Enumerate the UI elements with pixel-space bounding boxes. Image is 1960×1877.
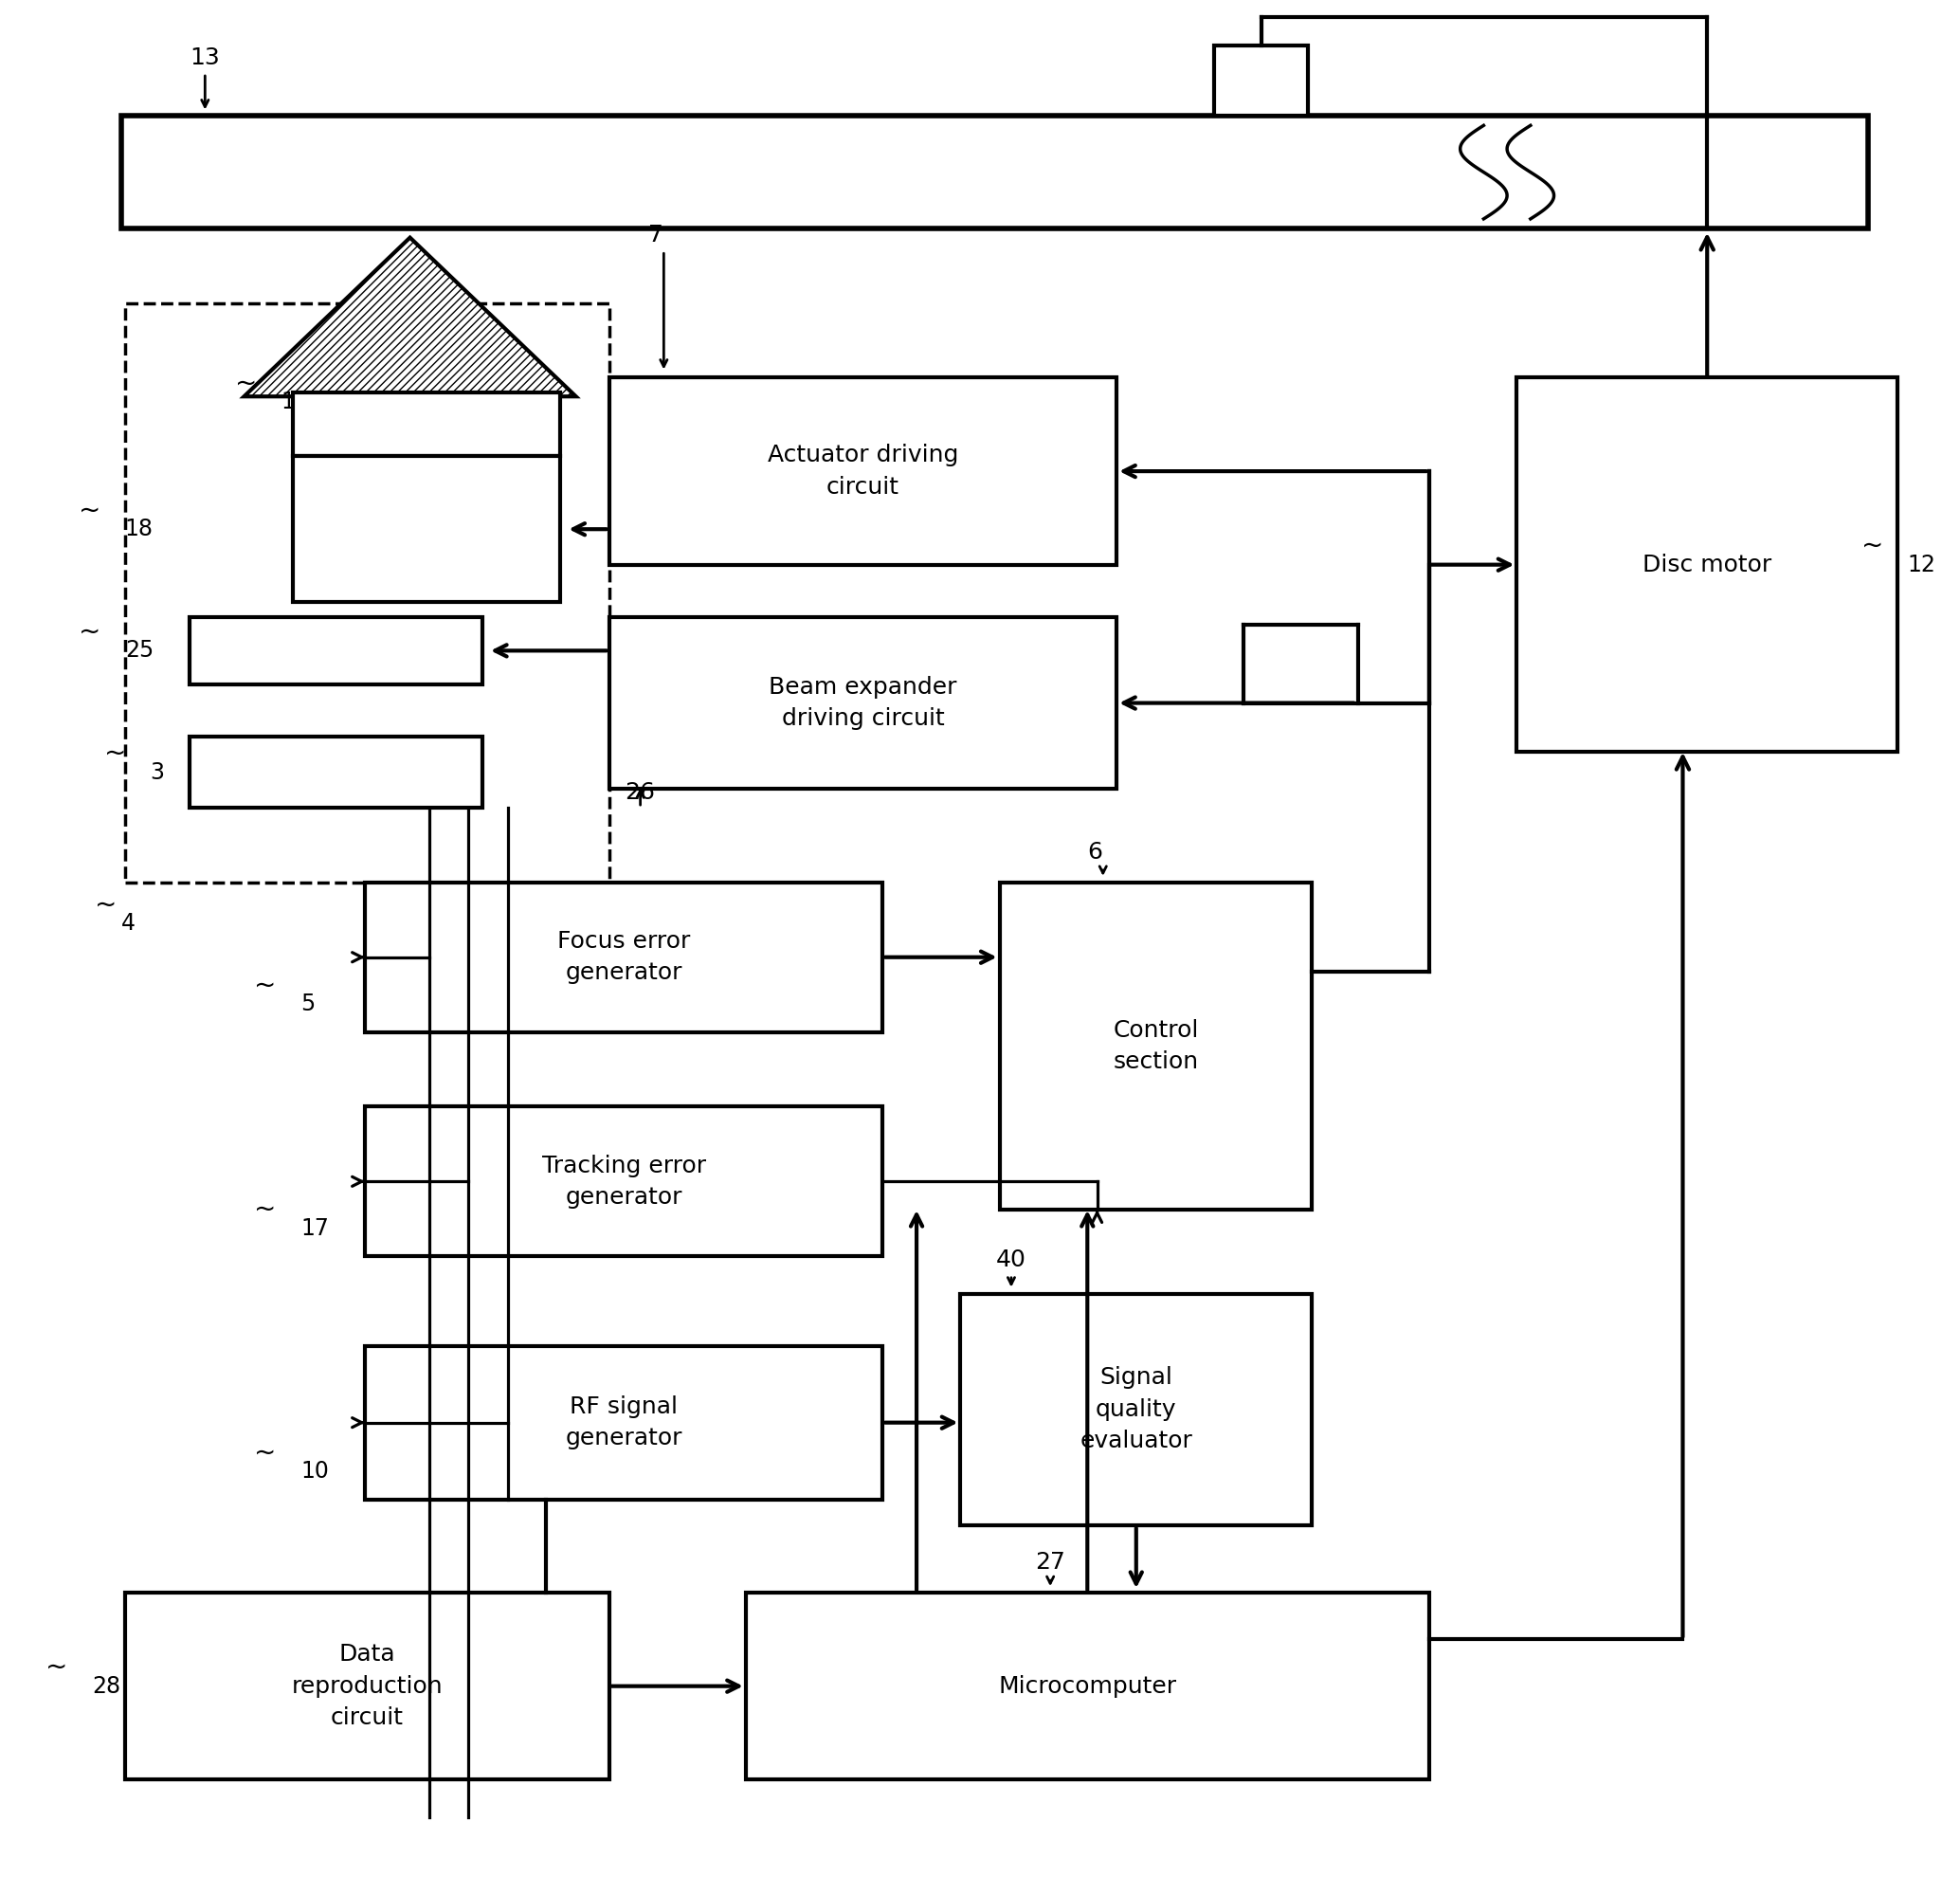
Bar (365, 882, 882, 1032)
Text: ~: ~ (45, 1654, 69, 1680)
Text: 10: 10 (300, 1460, 329, 1483)
Text: 3: 3 (151, 760, 165, 783)
Bar (745, 1594, 1429, 1779)
Bar (1215, 45, 1307, 116)
Bar (610, 377, 1117, 565)
Text: Control
section: Control section (1113, 1019, 1198, 1074)
Bar (125, 1594, 610, 1779)
Text: Signal
quality
evaluator: Signal quality evaluator (1080, 1366, 1192, 1453)
Bar (610, 618, 1117, 788)
Bar (292, 456, 561, 603)
Text: 6: 6 (1088, 841, 1103, 863)
Bar (365, 1107, 882, 1256)
Text: 1: 1 (280, 390, 296, 413)
Text: Tracking error
generator: Tracking error generator (541, 1154, 706, 1209)
Text: ~: ~ (94, 892, 116, 918)
Bar (1000, 882, 1311, 1209)
Bar (365, 1346, 882, 1500)
Text: 25: 25 (125, 640, 153, 663)
Bar (122, 116, 1868, 229)
Text: 5: 5 (300, 993, 316, 1015)
Bar (292, 392, 561, 456)
Bar (125, 302, 610, 882)
Text: ~: ~ (104, 740, 125, 766)
Text: 17: 17 (300, 1216, 329, 1239)
Text: Focus error
generator: Focus error generator (557, 929, 690, 984)
Text: 13: 13 (190, 47, 220, 69)
Bar (1517, 377, 1897, 751)
Text: Disc motor: Disc motor (1642, 554, 1772, 576)
Text: 7: 7 (649, 223, 662, 248)
Bar (960, 1293, 1311, 1526)
Text: Microcomputer: Microcomputer (998, 1674, 1176, 1697)
Text: Data
reproduction
circuit: Data reproduction circuit (292, 1642, 443, 1729)
Text: ~: ~ (78, 497, 100, 524)
Text: 27: 27 (1035, 1550, 1064, 1575)
Text: 28: 28 (92, 1674, 120, 1697)
Text: 12: 12 (1907, 554, 1936, 576)
Text: Actuator driving
circuit: Actuator driving circuit (768, 445, 958, 499)
Text: ~: ~ (255, 972, 276, 999)
Text: ~: ~ (1862, 533, 1884, 559)
Text: 18: 18 (125, 518, 153, 541)
Text: 26: 26 (625, 781, 655, 803)
Polygon shape (245, 238, 576, 396)
Bar (190, 618, 482, 685)
Bar (190, 736, 482, 807)
Text: ~: ~ (255, 1440, 276, 1466)
Text: Beam expander
driving circuit: Beam expander driving circuit (768, 676, 956, 730)
Text: 4: 4 (122, 912, 135, 935)
Text: 40: 40 (996, 1248, 1025, 1271)
Text: ~: ~ (78, 619, 100, 646)
Text: ~: ~ (235, 370, 257, 396)
Text: RF signal
generator: RF signal generator (564, 1395, 682, 1449)
Text: ~: ~ (255, 1196, 276, 1222)
